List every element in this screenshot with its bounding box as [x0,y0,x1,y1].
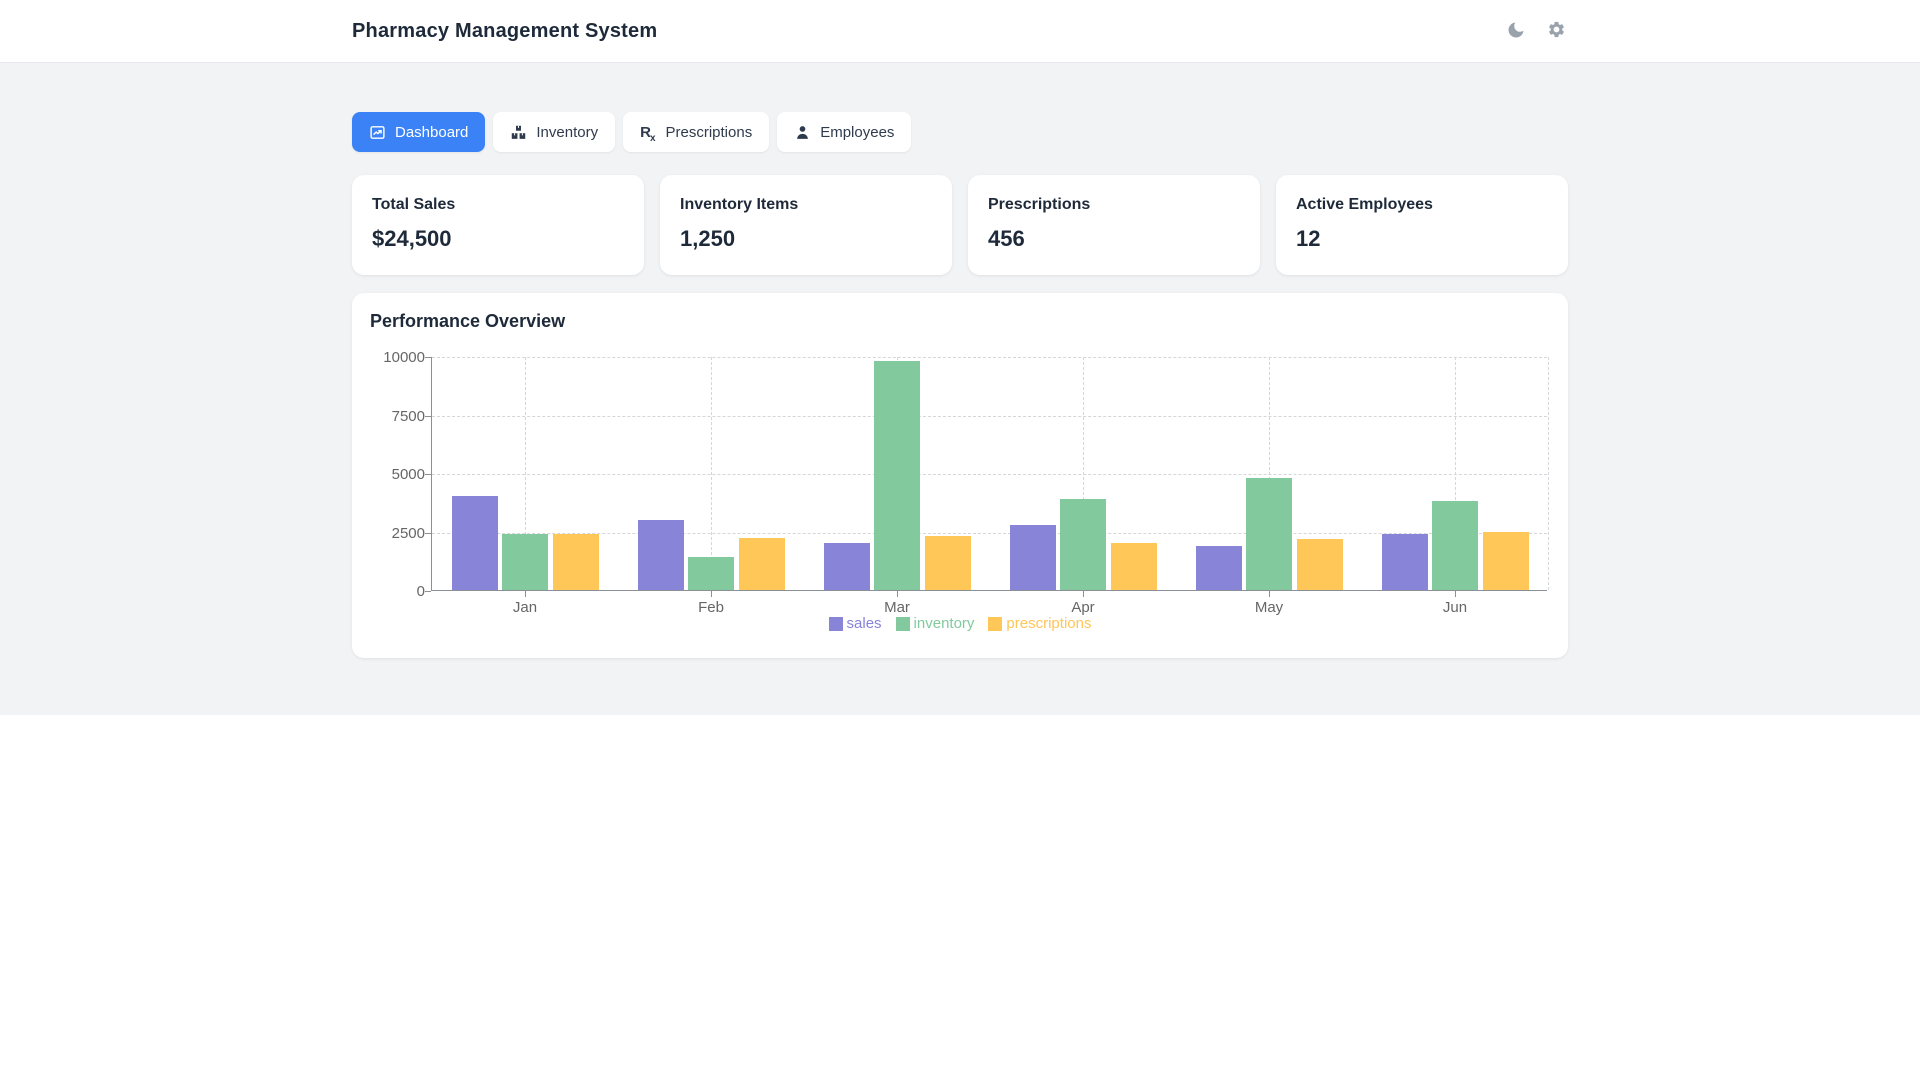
bar-inventory-apr[interactable] [1060,499,1106,590]
y-axis-tick [425,474,431,475]
y-axis-tick [425,416,431,417]
bar-sales-jan[interactable] [452,496,498,590]
tab-inventory[interactable]: Inventory [493,112,615,152]
tab-prescriptions[interactable]: Rx Prescriptions [623,112,769,152]
stat-card-prescriptions: Prescriptions 456 [968,175,1260,275]
performance-overview-card: Performance Overview 025005000750010000J… [352,293,1568,658]
bar-prescriptions-apr[interactable] [1111,543,1157,590]
tab-label: Inventory [536,124,598,141]
nav-tabs: Dashboard Inventory Rx Prescriptions [352,112,1568,152]
bar-sales-mar[interactable] [824,543,870,590]
bar-sales-apr[interactable] [1010,525,1056,590]
legend-swatch [896,617,910,631]
legend-label: prescriptions [1006,615,1091,632]
legend-swatch [829,617,843,631]
chart-line-icon [369,124,386,141]
bar-prescriptions-feb[interactable] [739,538,785,590]
main-section: Dashboard Inventory Rx Prescriptions [0,63,1920,715]
bar-inventory-feb[interactable] [688,557,734,590]
x-axis-tick [1269,591,1270,597]
stat-card-total-sales: Total Sales $24,500 [352,175,644,275]
gear-icon [1547,20,1566,42]
bar-inventory-may[interactable] [1246,478,1292,590]
gridline-h [432,416,1547,417]
x-axis-tick-label: Apr [1071,599,1094,616]
x-axis-tick-label: Jun [1443,599,1467,616]
x-axis-tick [1083,591,1084,597]
stat-label: Prescriptions [988,196,1240,214]
chart-title: Performance Overview [370,311,1550,332]
tab-label: Employees [820,124,894,141]
user-icon [794,124,811,141]
bar-prescriptions-mar[interactable] [925,536,971,590]
bar-sales-jun[interactable] [1382,534,1428,590]
gridline-h [432,357,1547,358]
stat-value: 12 [1296,226,1548,252]
y-axis-tick-label: 0 [367,584,425,599]
bar-prescriptions-jan[interactable] [553,534,599,590]
x-axis-tick [1455,591,1456,597]
performance-chart: 025005000750010000JanFebMarAprMayJun sal… [370,339,1550,640]
stat-label: Active Employees [1296,196,1548,214]
y-axis-tick-label: 5000 [367,467,425,482]
y-axis-tick [425,591,431,592]
bar-sales-feb[interactable] [638,520,684,590]
stat-card-active-employees: Active Employees 12 [1276,175,1568,275]
legend-item-sales: sales [829,615,882,632]
bar-prescriptions-jun[interactable] [1483,532,1529,591]
settings-button[interactable] [1544,19,1568,43]
y-axis-tick-label: 2500 [367,526,425,541]
legend-label: sales [847,615,882,632]
y-axis-tick-label: 7500 [367,409,425,424]
x-axis-tick-label: Jan [513,599,537,616]
tab-employees[interactable]: Employees [777,112,911,152]
y-axis-tick [425,357,431,358]
stat-card-inventory-items: Inventory Items 1,250 [660,175,952,275]
gridline-h [432,533,1547,534]
app-header: Pharmacy Management System [0,0,1920,63]
x-axis-tick [897,591,898,597]
legend-item-prescriptions: prescriptions [988,615,1091,632]
chart-legend: sales inventory prescriptions [370,615,1550,632]
gridline-h [432,474,1547,475]
bar-inventory-jan[interactable] [502,534,548,590]
moon-icon [1506,20,1526,43]
gridline-v [711,357,712,590]
chart-plot-area: 025005000750010000JanFebMarAprMayJun [431,357,1547,591]
bar-inventory-mar[interactable] [874,361,920,590]
stat-cards: Total Sales $24,500 Inventory Items 1,25… [352,175,1568,275]
tab-label: Dashboard [395,124,468,141]
x-axis-tick-label: Mar [884,599,910,616]
x-axis-tick [711,591,712,597]
stat-label: Inventory Items [680,196,932,214]
dark-mode-toggle[interactable] [1504,19,1528,43]
legend-item-inventory: inventory [896,615,975,632]
legend-swatch [988,617,1002,631]
gridline-v [1548,357,1549,590]
y-axis-tick-label: 10000 [367,350,425,365]
header-actions [1504,19,1568,43]
stat-value: $24,500 [372,226,624,252]
tab-dashboard[interactable]: Dashboard [352,112,485,152]
page-title: Pharmacy Management System [352,20,657,43]
x-axis-tick [525,591,526,597]
stat-value: 1,250 [680,226,932,252]
bar-sales-may[interactable] [1196,546,1242,590]
boxes-icon [510,124,527,141]
rx-icon: Rx [640,125,656,140]
x-axis-tick-label: May [1255,599,1283,616]
x-axis-tick-label: Feb [698,599,724,616]
tab-label: Prescriptions [666,124,753,141]
legend-label: inventory [914,615,975,632]
bar-inventory-jun[interactable] [1432,501,1478,590]
bar-prescriptions-may[interactable] [1297,539,1343,590]
y-axis-tick [425,533,431,534]
stat-value: 456 [988,226,1240,252]
stat-label: Total Sales [372,196,624,214]
